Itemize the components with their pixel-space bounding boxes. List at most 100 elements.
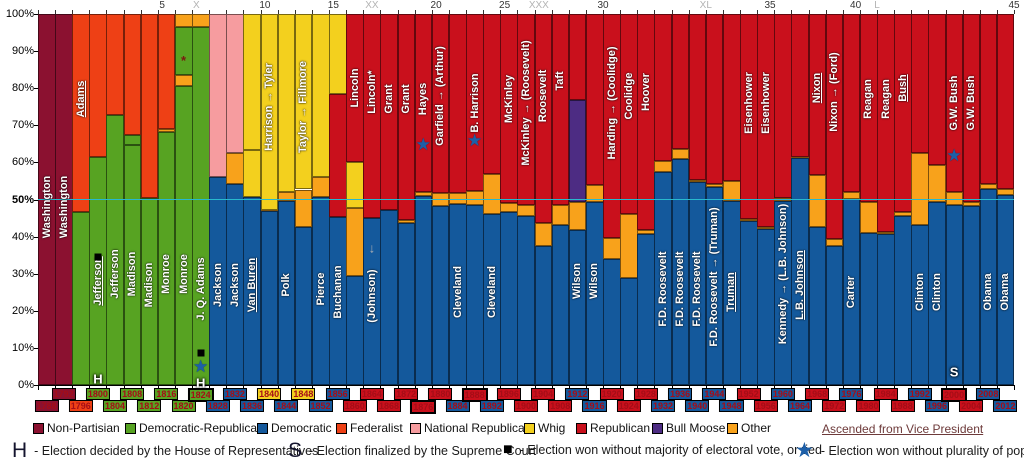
bar-1804-segment-democratic-republican [106,114,125,385]
legend-label: Republican [590,421,651,435]
bar-1836 [243,14,262,385]
other-swatch [727,422,738,434]
bar-1880-segment-democratic [431,206,450,385]
president-label-1796: Adams [74,80,87,118]
bar-1856-segment-whig [329,14,347,95]
bar-1892-segment-republican [483,14,501,174]
plot-area: Washington Washington Adams Jefferson Jeffer… [38,14,1015,391]
president-label-1960: Kennedy → (L.B. Johnson) [776,203,789,344]
top-axis-tick [311,10,313,14]
bar-1992-segment-other [911,152,929,226]
y-axis-label: 60% [11,156,34,169]
bar-1820 [174,14,193,385]
y-axis-label: 100% [5,8,34,20]
bar-1904 [534,14,553,385]
bar-1912-segment-republican [568,14,587,101]
president-label-1816: Monroe [160,253,173,294]
legend-label: Democratic [271,421,332,435]
bar-1860-segment-republican [346,14,364,162]
bar-1820-segment-democratic-republican [174,85,193,385]
bar-1864-segment-republican [363,14,381,219]
year-label-1888: 1888 [461,388,488,402]
no-plurality-note: ★ - Election won without plurality of pop… [795,439,1024,462]
bar-1964 [791,14,809,385]
president-label-1840: Harrison → Tyler [263,62,276,151]
y-axis-label: 20% [11,304,34,317]
year-label-1868: 1868 [377,400,402,412]
top-axis-tick [945,10,947,14]
y-axis-label: 0% [18,379,34,391]
house-letter-1800: H [93,371,103,387]
top-axis-tick [859,10,861,14]
bar-2012-segment-republican [996,14,1015,190]
bar-1800-segment-federalist [89,14,107,158]
top-axis-label: X [193,0,200,11]
president-label-1896: McKinley [502,75,515,124]
bar-1872-segment-republican [397,14,416,221]
y-axis-label: 50% [11,193,34,206]
bar-1800-segment-democratic-republican [89,157,107,385]
supreme-court-letter-2000: S [949,364,959,380]
year-label-1824: 1824 [187,388,214,402]
top-axis-tick [329,10,331,14]
bar-1948-segment-republican [722,14,741,182]
bar-1972-segment-democratic [825,245,844,385]
y-axis-label: 10% [11,341,34,354]
bar-1920-segment-other [603,237,621,259]
top-axis-tick [397,10,399,14]
year-label-1864: 1864 [359,388,384,400]
bar-1812 [140,14,159,385]
bar-1876-segment-republican [414,14,433,192]
footnote-asterisk-1820: * [181,52,187,68]
bar-1820-segment-democratic-republican [174,27,193,76]
top-axis-tick [979,10,981,14]
x-axis-line [38,385,1015,386]
bar-1948-segment-other [722,181,741,201]
bar-1856-segment-republican [329,94,347,217]
legend-label: Democratic-Republican [139,421,264,435]
bar-1960-segment-republican [774,14,792,199]
top-axis-tick [243,10,245,14]
year-label-1968: 1968 [805,388,830,400]
ascended-from-vp-note: Ascended from Vice President [822,422,984,436]
bar-1968 [808,14,827,385]
no-plurality-star-1824: ★ [193,357,209,377]
bar-1808 [123,14,142,385]
x-axis-tick [1014,386,1015,390]
supreme-court-note: S - Election finalized by the Supreme Cou… [288,440,536,461]
year-label-1804: 1804 [103,400,128,412]
bar-1864 [363,14,381,385]
y-axis-label: 30% [11,267,34,280]
president-label-1980: Reagan [862,79,875,120]
top-axis-tick [791,10,793,14]
y-axis-tick [34,14,38,15]
bar-1976 [842,14,861,385]
bar-1908 [551,14,570,385]
year-label-2000: 2000 [941,388,968,402]
y-axis-tick [34,125,38,127]
bar-1928-segment-other [637,229,655,234]
top-axis-tick [38,10,39,14]
president-label-1916: Wilson [588,263,601,300]
president-label-1956: Eisenhower [759,72,772,134]
bar-1876 [414,14,433,385]
top-axis-tick [72,10,74,14]
year-label-1952: 1952 [736,388,761,400]
bar-1976-segment-other [842,192,861,200]
bar-1796-segment-democratic-republican [72,212,90,385]
bar-1952-segment-democratic [740,220,758,385]
president-label-1836: Van Buren [246,257,259,313]
bar-2000 [945,14,964,385]
blue-star-icon: ★ [795,439,814,462]
year-label-1848: 1848 [291,388,316,400]
bar-1808-segment-democratic-republican [123,134,142,145]
bar-1892-segment-other [483,173,501,215]
bar-1904-segment-other [534,223,553,246]
president-label-2000: G.W. Bush [948,75,961,131]
top-axis-tick [705,10,707,14]
president-label-1892: Cleveland [485,266,498,319]
year-label-1844: 1844 [274,400,299,412]
legend-item-whig: Whig [524,421,565,435]
bar-1828-segment-national-republican [209,14,227,178]
